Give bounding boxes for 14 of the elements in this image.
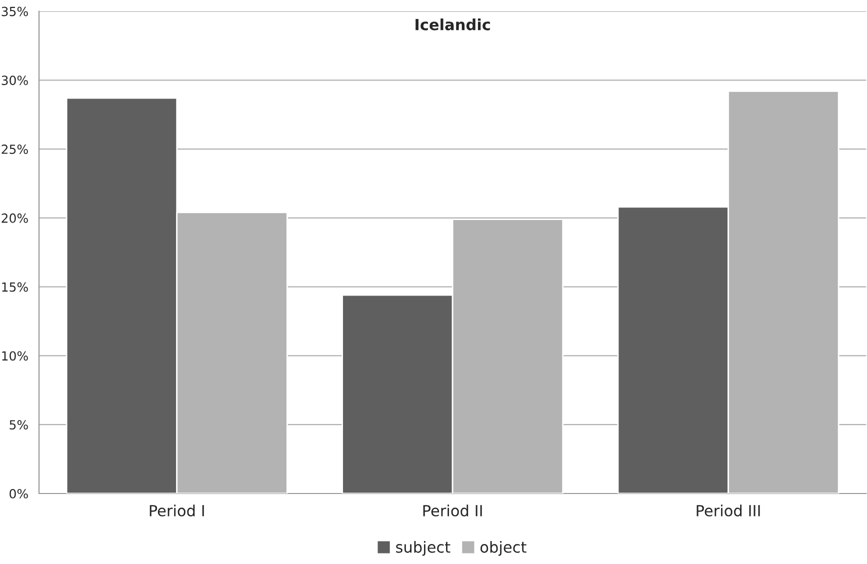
x-tick-label: Period II [423,504,482,516]
y-tick-label: 30% [2,76,28,86]
y-tick-label: 25% [2,144,28,154]
y-tick-label: 5% [10,420,28,430]
y-tick-label: 20% [2,213,28,223]
legend-label: subject [396,541,450,556]
y-tick-label: 0% [10,488,28,498]
legend-label: object [480,541,526,556]
x-tick-label: Period I [150,504,204,516]
chart-title: Icelandic [416,18,490,30]
y-tick-label: 15% [2,282,28,292]
x-tick-label: Period III [696,504,760,516]
y-tick-label: 10% [2,351,28,361]
y-tick-label: 35% [2,6,28,16]
